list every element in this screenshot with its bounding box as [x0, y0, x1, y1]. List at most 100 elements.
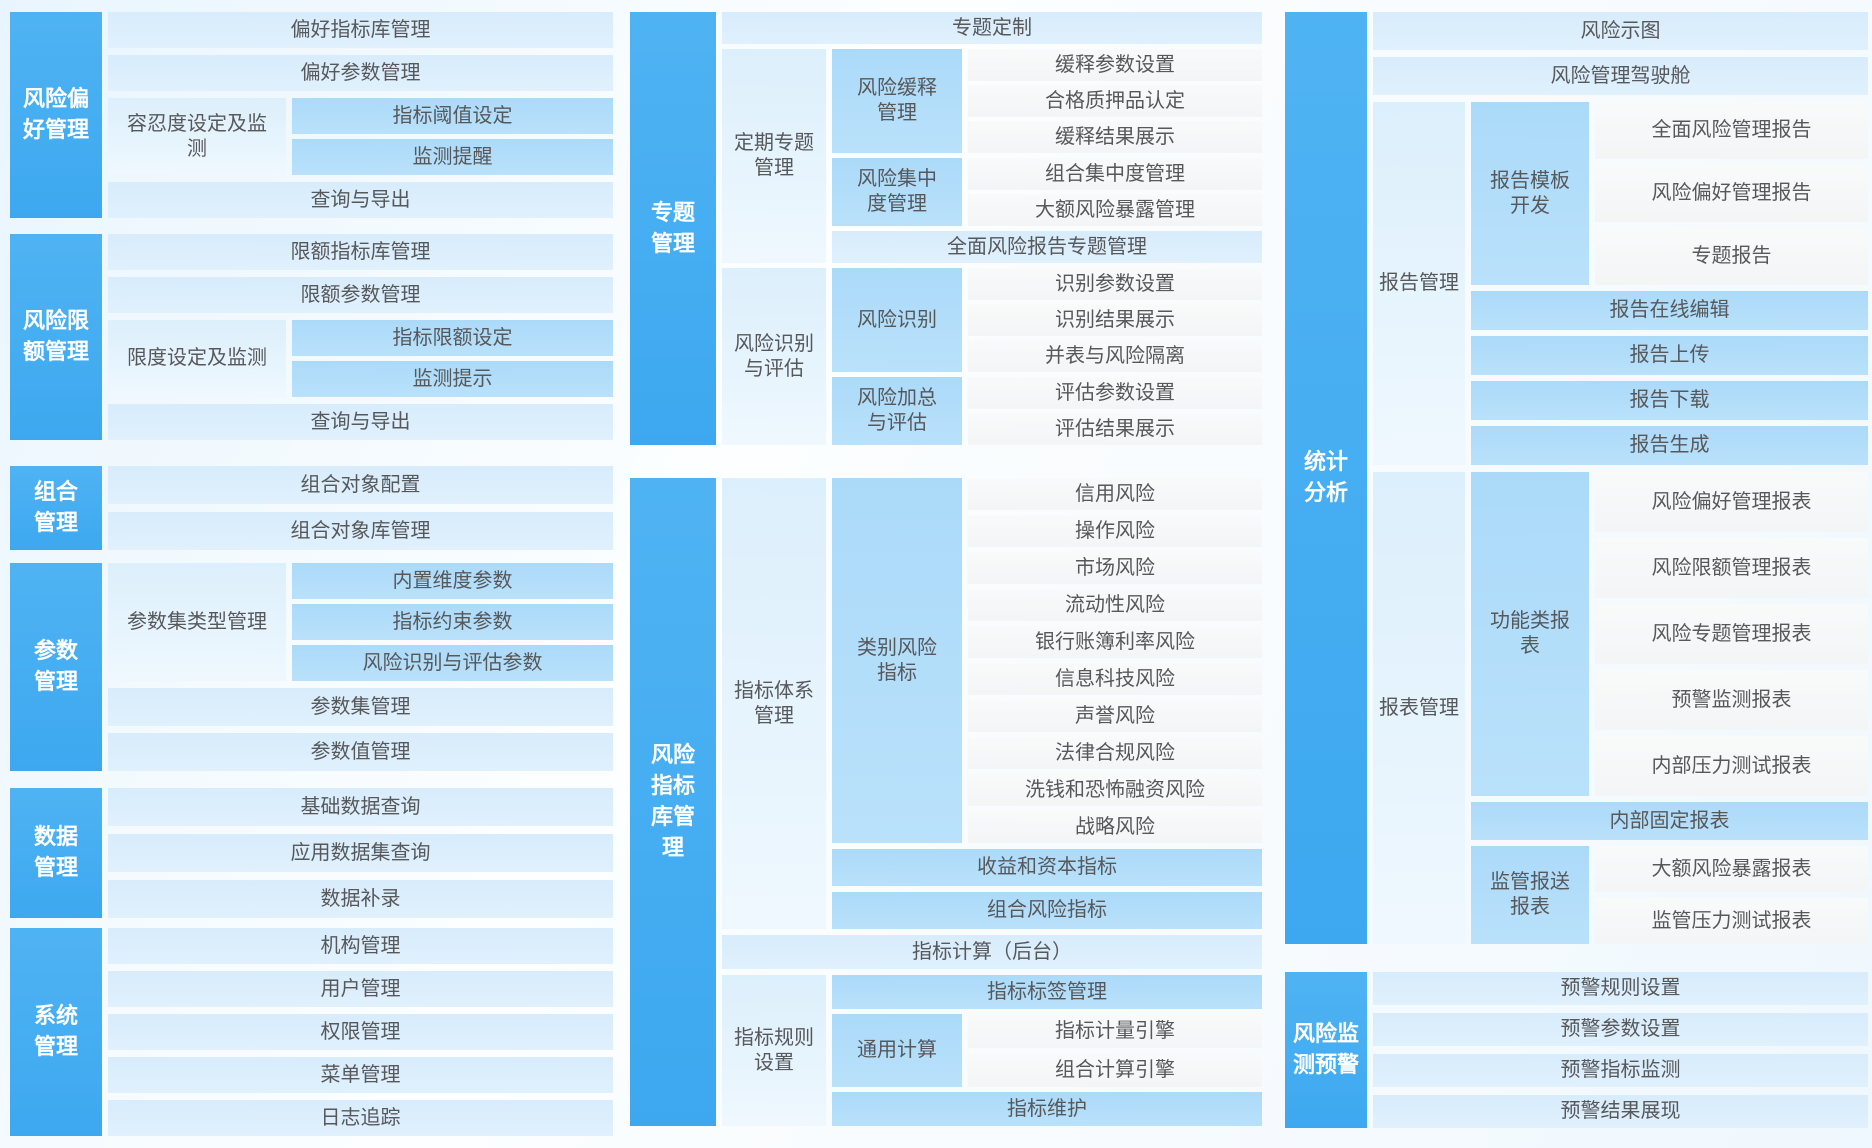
- node-warning-result-display: 预警结果展现: [1373, 1095, 1868, 1128]
- node-portfolio-object-library-mgmt: 组合对象库管理: [108, 512, 613, 550]
- periodic-topic-inner: 风险缓释管理 缓释参数设置 合格质押品认定 缓释结果展示 风险集中度管理 组合集…: [832, 49, 1262, 263]
- label-topic-mgmt: 专题管理: [630, 12, 716, 445]
- aggregate-items: 评估参数设置 评估结果展示: [968, 377, 1262, 445]
- node-income-capital-indicators: 收益和资本指标: [832, 849, 1262, 886]
- tolerance-items: 指标阈值设定 监测提醒: [292, 98, 613, 175]
- risk-limit-rows: 限额指标库管理 限额参数管理 限度设定及监测 指标限额设定 监测提示 查询与导出: [108, 234, 613, 440]
- node-strategic-risk: 战略风险: [968, 811, 1262, 843]
- risk-identification-inner: 风险识别 识别参数设置 识别结果展示 并表与风险隔离 风险加总与评估 评估参数设…: [832, 268, 1262, 445]
- regulatory-report-items: 大额风险暴露报表 监管压力测试报表: [1595, 846, 1868, 944]
- report-mgmt-inner: 报告模板开发 全面风险管理报告 风险偏好管理报告 专题报告 报告在线编辑 报告上…: [1471, 102, 1868, 465]
- col-risk-identification-evaluation: 风险识别与评估: [722, 268, 826, 445]
- node-log-trace: 日志追踪: [108, 1100, 613, 1136]
- node-warning-indicator-monitoring: 预警指标监测: [1373, 1054, 1868, 1087]
- label-text: 系统管理: [33, 1003, 78, 1059]
- node-it-risk: 信息科技风险: [968, 663, 1262, 695]
- node-comprehensive-risk-report-topic-mgmt: 全面风险报告专题管理: [832, 231, 1262, 263]
- risk-mitigation-block: 风险缓释管理 缓释参数设置 合格质押品认定 缓释结果展示: [832, 49, 1262, 153]
- node-menu-mgmt: 菜单管理: [108, 1057, 613, 1093]
- col-general-calculation: 通用计算: [832, 1014, 962, 1087]
- col-risk-aggregation-evaluation: 风险加总与评估: [832, 377, 962, 445]
- col-report-form-mgmt: 报表管理: [1373, 472, 1465, 944]
- node-risk-mgmt-cockpit: 风险管理驾驶舱: [1373, 57, 1868, 95]
- label-text: 风险限额管理: [22, 308, 89, 364]
- node-operational-risk: 操作风险: [968, 515, 1262, 547]
- tolerance-block: 容忍度设定及监测 指标阈值设定 监测提醒: [108, 98, 613, 175]
- paramset-type-block: 参数集类型管理 内置维度参数 指标约束参数 风险识别与评估参数: [108, 563, 613, 681]
- node-permission-mgmt: 权限管理: [108, 1014, 613, 1050]
- node-org-mgmt: 机构管理: [108, 928, 613, 964]
- node-preference-parameter-mgmt: 偏好参数管理: [108, 55, 613, 91]
- section-statistical-analysis: 统计分析 风险示图 风险管理驾驶舱 报告管理 报告模板开发 全面风险管理报告 风…: [1285, 12, 1868, 944]
- node-portfolio-risk-indicators: 组合风险指标: [832, 892, 1262, 929]
- node-evaluation-param-setting: 评估参数设置: [968, 377, 1262, 409]
- label-text: 参数管理: [33, 638, 78, 694]
- col-report-template-dev: 报告模板开发: [1471, 102, 1589, 285]
- section-system-mgmt: 系统管理 机构管理 用户管理 权限管理 菜单管理 日志追踪: [10, 928, 613, 1136]
- report-template-items: 全面风险管理报告 风险偏好管理报告 专题报告: [1595, 102, 1868, 285]
- label-statistical-analysis: 统计分析: [1285, 12, 1367, 944]
- concentration-items: 组合集中度管理 大额风险暴露管理: [968, 158, 1262, 226]
- limit-setting-block: 限度设定及监测 指标限额设定 监测提示: [108, 320, 613, 397]
- data-rows: 基础数据查询 应用数据集查询 数据补录: [108, 788, 613, 918]
- section-risk-preference-mgmt: 风险偏好管理 偏好指标库管理 偏好参数管理 容忍度设定及监测 指标阈值设定 监测…: [10, 12, 613, 218]
- node-warning-param-setting: 预警参数设置: [1373, 1013, 1868, 1046]
- node-param-value-mgmt: 参数值管理: [108, 733, 613, 771]
- indicator-rows: 指标体系管理 类别风险指标 信用风险 操作风险 市场风险 流动性风险 银行账簿利…: [722, 478, 1262, 1126]
- node-risk-id-eval-params: 风险识别与评估参数: [292, 645, 613, 681]
- node-topic-customization: 专题定制: [722, 12, 1262, 44]
- node-report-upload: 报告上传: [1471, 336, 1868, 375]
- node-tolerance-setting-monitoring: 容忍度设定及监测: [108, 98, 286, 175]
- section-portfolio-mgmt: 组合管理 组合对象配置 组合对象库管理: [10, 466, 613, 550]
- parameter-rows: 参数集类型管理 内置维度参数 指标约束参数 风险识别与评估参数 参数集管理 参数…: [108, 563, 613, 771]
- section-risk-monitoring-warning: 风险监测预警 预警规则设置 预警参数设置 预警指标监测 预警结果展现: [1285, 972, 1868, 1128]
- node-limit-query-export: 查询与导出: [108, 404, 613, 440]
- general-calc-block: 通用计算 指标计量引擎 组合计算引擎: [832, 1014, 1262, 1087]
- node-internal-fixed-report-form: 内部固定报表: [1471, 802, 1868, 840]
- limit-setting-items: 指标限额设定 监测提示: [292, 320, 613, 397]
- general-calc-items: 指标计量引擎 组合计算引擎: [968, 1014, 1262, 1087]
- functional-report-block: 功能类报表 风险偏好管理报表 风险限额管理报表 风险专题管理报表 预警监测报表 …: [1471, 472, 1868, 796]
- node-portfolio-concentration-mgmt: 组合集中度管理: [968, 158, 1262, 190]
- col-indicator-system-mgmt: 指标体系管理: [722, 478, 826, 929]
- node-eligible-collateral-recognition: 合格质押品认定: [968, 85, 1262, 117]
- category-risk-block: 类别风险指标 信用风险 操作风险 市场风险 流动性风险 银行账簿利率风险 信息科…: [832, 478, 1262, 843]
- node-monitoring-reminder: 监测提醒: [292, 139, 613, 175]
- risk-concentration-block: 风险集中度管理 组合集中度管理 大额风险暴露管理: [832, 158, 1262, 226]
- col-risk-mitigation-mgmt: 风险缓释管理: [832, 49, 962, 153]
- node-user-mgmt: 用户管理: [108, 971, 613, 1007]
- node-data-supplement: 数据补录: [108, 880, 613, 918]
- node-banking-book-interest-rate-risk: 银行账簿利率风险: [968, 626, 1262, 658]
- label-text: 数据管理: [33, 824, 78, 880]
- node-indicator-maintenance: 指标维护: [832, 1092, 1262, 1126]
- label-text: 风险监测预警: [1292, 1021, 1359, 1077]
- node-indicator-threshold-setting: 指标阈值设定: [292, 98, 613, 134]
- label-parameter-mgmt: 参数管理: [10, 563, 102, 771]
- label-portfolio-mgmt: 组合管理: [10, 466, 102, 550]
- node-regulatory-stress-test-report-form: 监管压力测试报表: [1595, 898, 1868, 944]
- node-market-risk: 市场风险: [968, 552, 1262, 584]
- node-legal-compliance-risk: 法律合规风险: [968, 737, 1262, 769]
- label-text: 统计分析: [1303, 449, 1348, 505]
- node-comprehensive-risk-mgmt-report: 全面风险管理报告: [1595, 102, 1868, 159]
- node-portfolio-calculation-engine: 组合计算引擎: [968, 1053, 1262, 1087]
- section-risk-indicator-library-mgmt: 风险指标库管理 指标体系管理 类别风险指标 信用风险 操作风险 市场风险 流动性…: [630, 478, 1262, 1126]
- section-risk-limit-mgmt: 风险限额管理 限额指标库管理 限额参数管理 限度设定及监测 指标限额设定 监测提…: [10, 234, 613, 440]
- topic-rows: 专题定制 定期专题管理 风险缓释管理 缓释参数设置 合格质押品认定 缓释结果展示: [722, 12, 1262, 445]
- node-identification-result-display: 识别结果展示: [968, 304, 1262, 336]
- section-parameter-mgmt: 参数管理 参数集类型管理 内置维度参数 指标约束参数 风险识别与评估参数 参数集…: [10, 563, 613, 771]
- label-risk-preference-mgmt: 风险偏好管理: [10, 12, 102, 218]
- node-mitigation-result-display: 缓释结果展示: [968, 121, 1262, 153]
- node-indicator-constraint-params: 指标约束参数: [292, 604, 613, 640]
- node-large-exposure-mgmt: 大额风险暴露管理: [968, 194, 1262, 226]
- label-text: 风险指标库管理: [650, 742, 695, 860]
- node-money-laundering-terrorist-financing-risk: 洗钱和恐怖融资风险: [968, 774, 1262, 806]
- report-form-block: 报表管理 功能类报表 风险偏好管理报表 风险限额管理报表 风险专题管理报表 预警…: [1373, 472, 1868, 944]
- system-rows: 机构管理 用户管理 权限管理 菜单管理 日志追踪: [108, 928, 613, 1136]
- middle-column-group: 专题管理 专题定制 定期专题管理 风险缓释管理 缓释参数设置 合格质押品认定 缓…: [630, 0, 1262, 1148]
- col-category-risk-indicators: 类别风险指标: [832, 478, 962, 843]
- label-risk-limit-mgmt: 风险限额管理: [10, 234, 102, 440]
- col-regulatory-submission-reports: 监管报送报表: [1471, 846, 1589, 944]
- indicator-system-inner: 类别风险指标 信用风险 操作风险 市场风险 流动性风险 银行账簿利率风险 信息科…: [832, 478, 1262, 929]
- node-limit-parameter-mgmt: 限额参数管理: [108, 277, 613, 313]
